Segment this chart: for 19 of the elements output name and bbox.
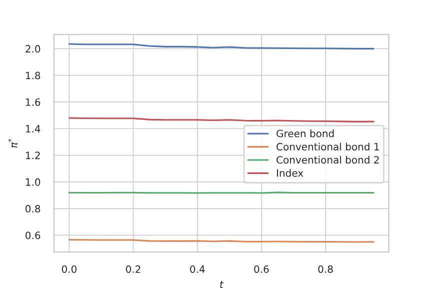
legend-label: Index [277,169,304,177]
x-tick-label: 0.2 [126,265,140,273]
x-axis-title: t [220,281,224,288]
y-tick-label: 1.4 [26,125,40,132]
x-tick-label: 0.6 [254,265,269,273]
x-tick-label: 0.8 [318,265,333,273]
x-tick-label: 0.0 [62,265,77,273]
x-tick-label: 0.4 [190,265,205,273]
y-tick-label: 1.6 [26,98,40,106]
y-axis-title: π$^{*}$ [8,138,18,148]
y-tick-label: 2.0 [26,45,40,53]
y-tick-label: 0.8 [26,204,40,213]
y-tick-label: 1.0 [26,178,40,186]
y-tick-label: 1.8 [26,72,40,80]
legend-label: Green bond [276,130,334,138]
y-tick-label: 0.6 [26,232,40,240]
y-tick-label: 1.2 [26,152,40,160]
legend-label: Conventional bond 2 [276,156,379,164]
legend-label: Conventional bond 1 [276,142,379,150]
